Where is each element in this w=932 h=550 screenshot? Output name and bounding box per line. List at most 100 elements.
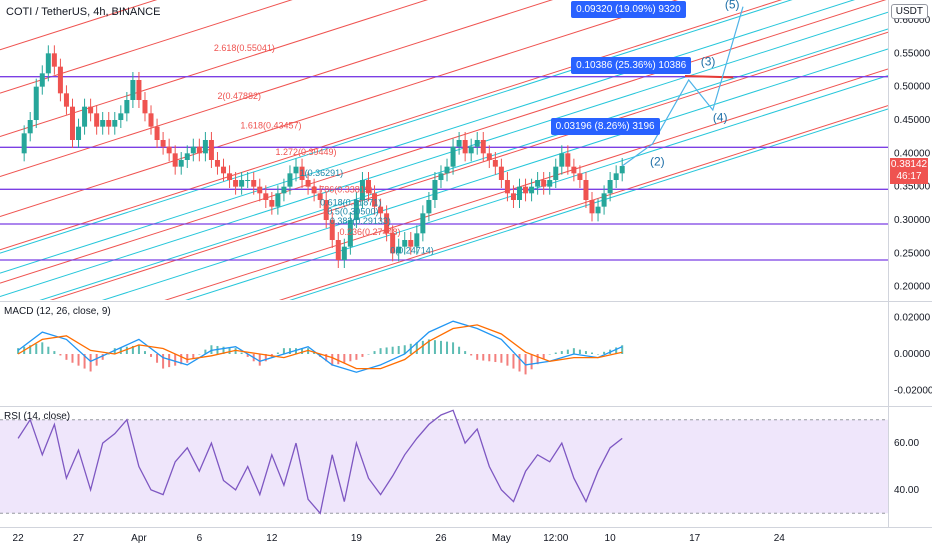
cyan-channel-line: [0, 0, 793, 254]
candle-body: [601, 193, 607, 207]
candle-body: [154, 126, 160, 140]
rsi-tick: 40.00: [894, 485, 919, 496]
macd-histogram-bar: [379, 348, 382, 354]
macd-histogram-bar: [337, 354, 340, 365]
candle-body: [589, 200, 595, 214]
macd-histogram-bar: [258, 354, 261, 366]
bar-countdown: 46:17: [896, 171, 922, 182]
candle-body: [208, 140, 214, 160]
candle-body: [287, 173, 293, 187]
candle-body: [51, 53, 57, 67]
candle-body: [535, 180, 541, 187]
macd-histogram-bar: [397, 345, 400, 354]
macd-histogram-bar: [47, 346, 50, 354]
candle-body: [517, 186, 523, 200]
macd-histogram-bar: [500, 354, 503, 363]
rsi-tick: 60.00: [894, 438, 919, 449]
wave-projection: [621, 6, 744, 167]
currency-label[interactable]: USDT: [890, 4, 928, 19]
macd-histogram-bar: [101, 354, 104, 360]
target-level: [685, 75, 734, 79]
red-channel-line: [0, 0, 554, 177]
macd-histogram-bar: [439, 340, 442, 354]
fib-label: 0.382(0.29133): [330, 216, 391, 226]
candle-body: [94, 113, 100, 127]
candle-body: [335, 240, 341, 260]
macd-histogram-bar: [518, 354, 521, 372]
fib-label: 1.272(0.39449): [275, 147, 336, 157]
candle-body: [63, 93, 69, 107]
candle-body: [613, 173, 619, 180]
wave-label: (5): [725, 0, 740, 12]
candle-body: [510, 193, 516, 200]
macd-histogram-bar: [192, 354, 195, 359]
macd-histogram-bar: [228, 347, 231, 354]
candle-body: [571, 166, 577, 174]
candle-body: [275, 193, 281, 207]
macd-histogram-bar: [464, 351, 467, 354]
macd-histogram-bar: [433, 340, 436, 354]
cyan-channel-line: [289, 108, 888, 300]
wave-label: (2): [650, 154, 665, 168]
time-tick: 10: [605, 533, 617, 544]
candle-body: [426, 200, 432, 214]
rsi-band: [0, 419, 888, 514]
candle-body: [396, 246, 402, 254]
macd-histogram-bar: [584, 351, 587, 354]
macd-histogram-bar: [180, 354, 183, 365]
cyan-channel-line: [0, 0, 856, 274]
rsi-label[interactable]: RSI (14, close): [4, 411, 71, 422]
fib-label: 1.618(0.43457): [240, 120, 301, 130]
macd-tick: -0.02000: [894, 385, 932, 396]
macd-histogram-bar: [143, 351, 146, 354]
time-tick: 12:00: [543, 533, 568, 544]
macd-histogram-bar: [41, 342, 44, 354]
candle-body: [468, 146, 474, 154]
macd-histogram-bar: [597, 354, 600, 355]
time-tick: 17: [689, 533, 701, 544]
macd-histogram-bar: [313, 352, 316, 354]
symbol-header[interactable]: COTI / TetherUS, 4h, BINANCE: [6, 6, 161, 18]
candle-body: [142, 100, 148, 114]
macd-histogram-bar: [427, 339, 430, 354]
macd-tick: 0.02000: [894, 313, 931, 324]
measure-callout[interactable]: 0.03196 (8.26%) 3196: [550, 118, 660, 135]
candle-body: [82, 106, 88, 127]
candle-body: [474, 140, 480, 147]
macd-histogram-bar: [615, 347, 618, 354]
macd-histogram-bar: [210, 345, 213, 354]
candle-body: [438, 173, 444, 180]
fib-label: 2.618(0.55041): [214, 43, 275, 53]
macd-histogram-bar: [373, 351, 376, 354]
candle-body: [353, 200, 359, 220]
price-pane: 2.618(0.55041) 2(0.47882) 1.618(0.43457) 1.…: [0, 0, 888, 300]
candle-body: [263, 193, 269, 200]
candle-body: [239, 180, 245, 187]
candle-body: [384, 213, 390, 234]
macd-histogram-bar: [83, 354, 86, 369]
macd-histogram-bar: [415, 342, 418, 354]
candle-body: [233, 180, 239, 187]
macd-label[interactable]: MACD (12, 26, close, 9): [4, 306, 111, 317]
macd-histogram-bar: [53, 351, 56, 354]
measure-callout[interactable]: 0.10386 (25.36%) 10386: [571, 56, 692, 74]
candle-body: [269, 200, 275, 207]
macd-histogram-bar: [125, 346, 128, 354]
candle-body: [480, 140, 486, 154]
candle-body: [583, 180, 589, 200]
macd-histogram-bar: [264, 354, 267, 362]
candle-body: [190, 146, 196, 154]
candle-body: [408, 240, 414, 247]
candle-body: [148, 113, 154, 127]
macd-histogram-bar: [506, 354, 509, 366]
macd-histogram-bar: [560, 351, 563, 354]
candle-body: [577, 173, 583, 180]
candle-body: [100, 120, 106, 127]
candle-body: [444, 166, 450, 174]
measure-callout[interactable]: 0.09320 (19.09%) 9320: [571, 0, 686, 18]
candle-body: [341, 246, 347, 260]
red-channel-line: [0, 0, 679, 217]
candle-body: [504, 180, 510, 194]
macd-histogram-bar: [174, 354, 177, 366]
